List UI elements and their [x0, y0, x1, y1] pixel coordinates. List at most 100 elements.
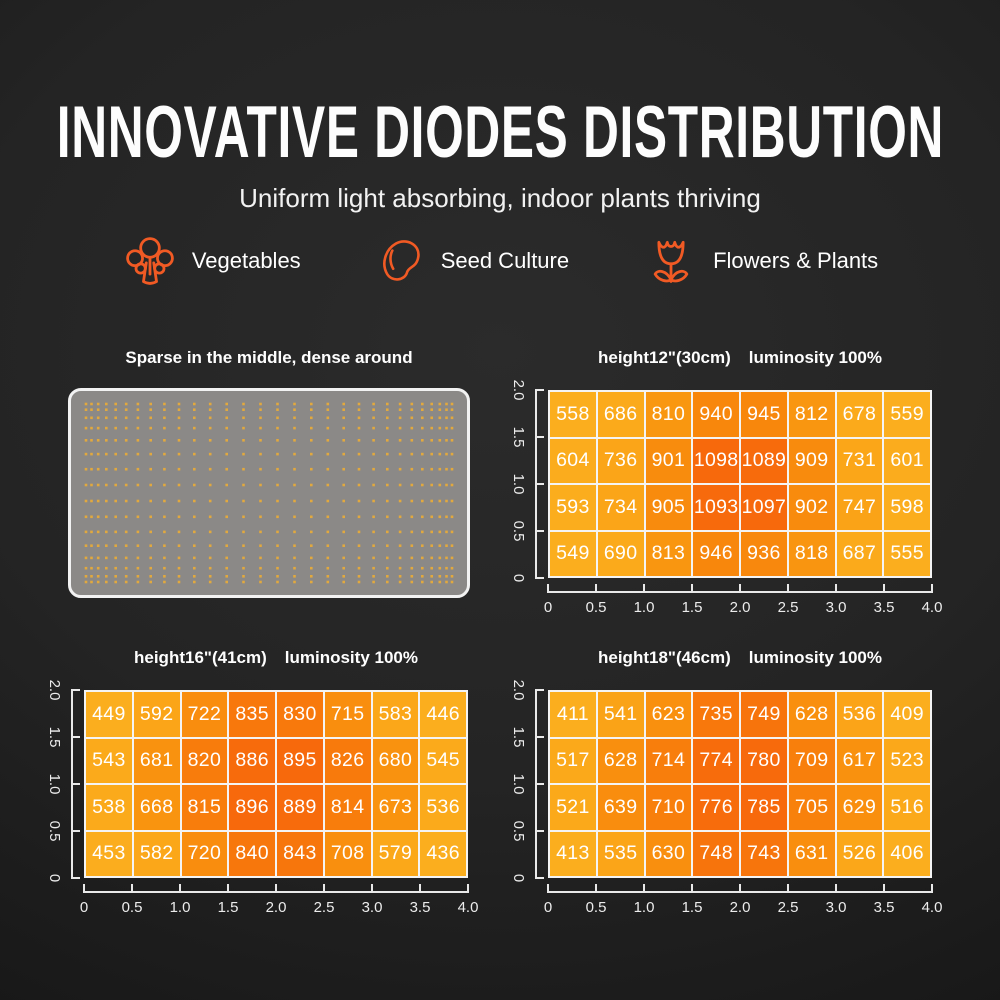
heatmap-cell: 535 [597, 831, 644, 876]
heatmap-cell: 604 [550, 438, 596, 483]
y-axis-tick [71, 689, 80, 691]
heatmap-cell: 446 [420, 692, 466, 737]
feature-seed-culture: Seed Culture [375, 233, 569, 289]
heatmap-cell: 453 [86, 831, 132, 876]
y-axis-label: 1.0 [510, 473, 527, 495]
heatmap-cell: 735 [693, 692, 739, 737]
x-axis-label: 3.0 [361, 899, 383, 916]
heatmap-cell: 812 [788, 392, 835, 437]
heatmap-cell: 623 [645, 692, 692, 737]
heatmap-cell: 630 [645, 831, 692, 876]
x-axis-tick [835, 584, 837, 593]
heatmap-cell: 940 [693, 392, 739, 437]
heatmap-cell: 843 [277, 831, 323, 876]
page-title: INNOVATIVE DIODES DISTRIBUTION [56, 91, 944, 173]
heatmap-cell: 1098 [693, 438, 739, 483]
heatmap-cell: 668 [133, 785, 180, 830]
chart-title-18in: height18"(46cm) luminosity 100% [598, 648, 882, 667]
x-axis-tick [323, 884, 325, 893]
header: INNOVATIVE DIODES DISTRIBUTION [0, 92, 1000, 173]
y-axis-tick [71, 736, 80, 738]
heatmap-cell: 406 [884, 831, 930, 876]
x-axis-tick [787, 584, 789, 593]
y-axis-label: 2.0 [510, 379, 527, 401]
heatmap-cell: 1097 [741, 485, 787, 530]
x-axis-tick [739, 884, 741, 893]
y-axis-label: 1.0 [510, 773, 527, 795]
heatmap-cell: 681 [133, 738, 180, 783]
heatmap-cell: 705 [788, 785, 835, 830]
x-axis-label: 0 [79, 899, 89, 916]
seed-icon [375, 233, 427, 289]
heatmap-cell: 722 [181, 692, 228, 737]
y-axis-label: 0 [46, 873, 63, 883]
x-axis-label: 0.5 [585, 599, 607, 616]
heatmap-cell: 687 [836, 531, 883, 576]
broccoli-icon [122, 233, 178, 289]
feature-row: Vegetables Seed Culture Flowers & Plan [0, 233, 1000, 289]
heatmap-12in: 558 686 810 940 945 812 678 559 604 736 901 1098 108… [510, 380, 942, 616]
feature-label: Vegetables [191, 248, 301, 273]
x-axis-label: 4.0 [457, 899, 479, 916]
x-axis-label: 4.0 [921, 599, 943, 616]
heatmap-cell: 536 [836, 692, 883, 737]
heatmap-cell: 449 [86, 692, 132, 737]
feature-flowers-plants: Flowers & Plants [643, 233, 878, 289]
board-title: Sparse in the middle, dense around [125, 348, 413, 367]
heatmap-cell: 905 [645, 485, 692, 530]
x-axis-label: 1.5 [217, 899, 239, 916]
x-axis-label: 0.5 [585, 899, 607, 916]
heatmap-cell: 678 [836, 392, 883, 437]
heatmap-cell: 936 [741, 531, 787, 576]
y-axis-tick [535, 736, 544, 738]
heatmap-cell: 776 [693, 785, 739, 830]
x-axis-label: 2.5 [777, 599, 799, 616]
heatmap-cell: 598 [884, 485, 930, 530]
heatmap-cell: 840 [229, 831, 275, 876]
heatmap-cell: 592 [133, 692, 180, 737]
x-axis-label: 1.5 [681, 899, 703, 916]
heatmap-cell: 593 [550, 485, 596, 530]
y-axis-tick [535, 830, 544, 832]
y-axis-tick [535, 530, 544, 532]
heatmap-cell: 886 [229, 738, 275, 783]
x-axis-label: 0 [543, 899, 553, 916]
heatmap-cell: 631 [788, 831, 835, 876]
heatmap-grid: 558 686 810 940 945 812 678 559 604 736 901 1098 108… [548, 390, 932, 578]
heatmap-cell: 818 [788, 531, 835, 576]
y-axis-label: 0.5 [510, 820, 527, 842]
y-axis-label: 1.5 [46, 726, 63, 748]
heatmap-cell: 896 [229, 785, 275, 830]
x-axis-label: 2.5 [313, 899, 335, 916]
heatmap-cell: 709 [788, 738, 835, 783]
x-axis-label: 2.0 [729, 899, 751, 916]
x-axis-label: 3.5 [409, 899, 431, 916]
heatmap-cell: 686 [597, 392, 644, 437]
heatmap-cell: 814 [324, 785, 371, 830]
y-axis-tick [535, 877, 544, 879]
x-axis-tick [835, 884, 837, 893]
heatmap-cell: 517 [550, 738, 596, 783]
heatmap-cell: 413 [550, 831, 596, 876]
x-axis-label: 1.0 [633, 599, 655, 616]
heatmap-grid: 411 541 623 735 749 628 536 409 517 628 714 774 780 7… [548, 690, 932, 878]
x-axis-tick [547, 584, 549, 593]
x-axis-tick [643, 584, 645, 593]
x-axis-tick [931, 884, 933, 893]
x-axis-tick [547, 884, 549, 893]
y-axis-label: 1.0 [46, 773, 63, 795]
y-axis-tick [535, 483, 544, 485]
x-axis-tick [467, 884, 469, 893]
x-axis-tick [883, 884, 885, 893]
heatmap-cell: 810 [645, 392, 692, 437]
heatmap-cell: 835 [229, 692, 275, 737]
heatmap-cell: 549 [550, 531, 596, 576]
x-axis-label: 4.0 [921, 899, 943, 916]
x-axis-tick [419, 884, 421, 893]
heatmap-cell: 516 [884, 785, 930, 830]
y-axis-tick [535, 783, 544, 785]
x-axis-label: 3.0 [825, 599, 847, 616]
heatmap-cell: 780 [741, 738, 787, 783]
x-axis-label: 3.5 [873, 899, 895, 916]
x-axis-tick [691, 584, 693, 593]
